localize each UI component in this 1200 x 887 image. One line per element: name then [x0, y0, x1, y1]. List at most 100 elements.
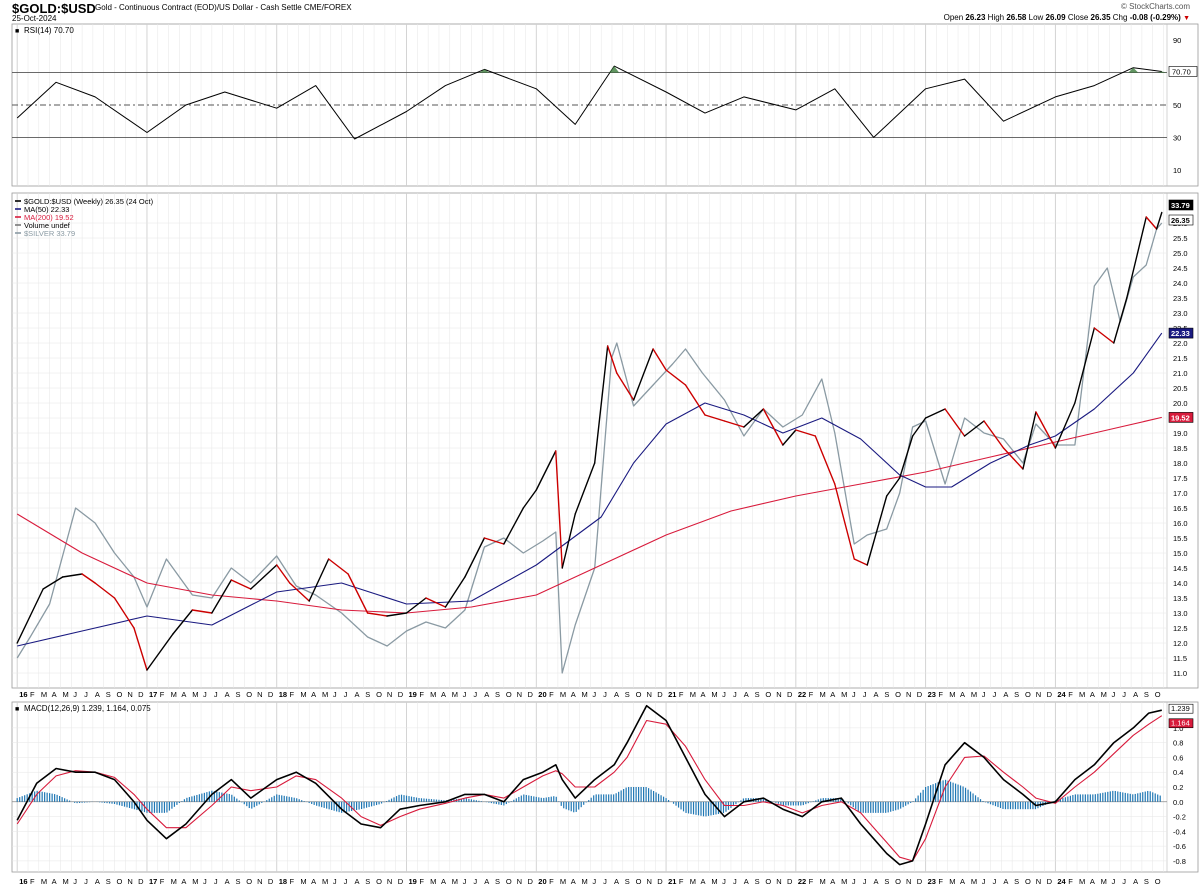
macd-histogram-bar	[518, 796, 520, 802]
macd-histogram-bar	[1014, 801, 1017, 810]
macd-x-tick-label: J	[733, 877, 737, 886]
gold-price-segment	[464, 537, 486, 578]
macd-histogram-bar	[435, 799, 438, 802]
macd-histogram-bar	[722, 801, 725, 814]
price-last-value-label: 26.35	[1171, 216, 1190, 225]
macd-histogram-bar	[530, 795, 532, 802]
macd-histogram-bar	[775, 801, 777, 803]
macd-histogram-bar	[620, 790, 622, 802]
price-x-tick-label: N	[387, 690, 392, 699]
price-x-tick-label: J	[463, 690, 467, 699]
macd-y-tick-label: -0.6	[1173, 842, 1186, 851]
macd-x-tick-label: A	[181, 877, 186, 886]
macd-histogram-bar	[777, 801, 779, 804]
price-x-tick-label: A	[571, 690, 576, 699]
price-x-tick-label: F	[419, 690, 424, 699]
macd-histogram-bar	[41, 791, 43, 802]
macd-histogram-bar	[470, 799, 473, 802]
macd-x-tick-label: M	[171, 877, 177, 886]
macd-x-tick-label: 21	[668, 877, 676, 886]
macd-histogram-bar	[608, 794, 610, 802]
price-x-tick-label: M	[452, 690, 458, 699]
macd-histogram-bar	[580, 801, 582, 808]
gold-price-segment	[885, 477, 901, 497]
symbol-title: $GOLD:$USD	[12, 1, 96, 16]
price-x-tick-label: D	[657, 690, 663, 699]
price-x-tick-label: A	[614, 690, 619, 699]
macd-x-tick-label: D	[657, 877, 663, 886]
macd-x-tick-label: J	[84, 877, 88, 886]
macd-histogram-bar	[590, 797, 592, 802]
macd-histogram-bar	[725, 801, 727, 812]
macd-x-tick-label: O	[117, 877, 123, 886]
price-x-tick-label: J	[344, 690, 348, 699]
gold-price-segment	[684, 384, 706, 416]
macd-x-tick-label: J	[1111, 877, 1115, 886]
ma50-line	[17, 332, 1163, 647]
macd-histogram-bar	[548, 797, 550, 802]
macd-histogram-bar	[820, 798, 822, 802]
macd-histogram-bar	[54, 794, 56, 802]
macd-histogram-bar	[625, 787, 627, 802]
macd-histogram-bar	[113, 801, 116, 804]
macd-histogram-bar	[1004, 801, 1007, 810]
price-y-tick-label: 17.5	[1173, 474, 1188, 483]
price-x-tick-label: N	[257, 690, 262, 699]
price-x-tick-label: M	[41, 690, 47, 699]
gold-price-segment	[983, 420, 1005, 449]
gold-price-segment	[606, 345, 618, 374]
chart-header: $GOLD:$USD Gold - Continuous Contract (E…	[12, 1, 1198, 23]
macd-x-tick-label: 20	[538, 877, 546, 886]
macd-histogram-bar	[742, 798, 745, 802]
macd-x-tick-label: J	[214, 877, 218, 886]
macd-histogram-bar	[757, 798, 760, 802]
macd-histogram-bar	[126, 801, 128, 808]
chg-value: -0.08 (-0.29%)	[1129, 13, 1181, 22]
price-x-tick-label: M	[300, 690, 306, 699]
macd-histogram-bar	[732, 801, 735, 807]
price-x-tick-label: A	[1133, 690, 1138, 699]
macd-histogram-bar	[78, 801, 81, 803]
price-y-tick-label: 24.0	[1173, 279, 1188, 288]
price-x-tick-label: 23	[928, 690, 936, 699]
macd-histogram-bar	[740, 800, 742, 802]
macd-x-tick-label: M	[41, 877, 47, 886]
macd-x-tick-label: D	[268, 877, 274, 886]
macd-histogram-bar	[613, 794, 615, 802]
macd-x-tick-label: O	[1155, 877, 1161, 886]
macd-histogram-bar	[188, 797, 190, 802]
macd-histogram-bar	[1072, 794, 1074, 802]
macd-x-tick-label: O	[506, 877, 512, 886]
gold-price-segment	[503, 507, 525, 545]
close-value: 26.35	[1090, 13, 1111, 22]
macd-histogram-bar	[415, 797, 418, 802]
macd-histogram-bar	[760, 798, 762, 802]
macd-x-tick-label: A	[354, 877, 359, 886]
macd-histogram-bar	[715, 801, 717, 815]
macd-histogram-bar	[231, 794, 233, 802]
macd-histogram-bar	[855, 801, 857, 810]
macd-histogram-bar	[443, 800, 445, 802]
price-legend-label: MA(200) 19.52	[24, 213, 74, 222]
macd-x-tick-label: F	[938, 877, 943, 886]
gold-price-segment	[230, 579, 252, 590]
macd-histogram-bar	[603, 794, 605, 802]
price-x-tick-label: M	[430, 690, 436, 699]
price-x-tick-label: D	[917, 690, 923, 699]
macd-histogram-bar	[605, 794, 607, 802]
macd-y-tick-label: 0.2	[1173, 783, 1183, 792]
macd-x-tick-label: S	[106, 877, 111, 886]
macd-histogram-bar	[378, 801, 380, 805]
macd-x-tick-label: M	[430, 877, 436, 886]
macd-histogram-bar	[959, 785, 962, 802]
price-x-tick-label: F	[809, 690, 814, 699]
price-x-tick-label: D	[1047, 690, 1053, 699]
macd-histogram-bar	[76, 801, 78, 804]
macd-histogram-bar	[508, 801, 510, 803]
macd-histogram-bar	[463, 798, 465, 802]
macd-histogram-bar	[211, 790, 213, 802]
macd-histogram-bar	[645, 787, 647, 802]
macd-histogram-bar	[535, 796, 537, 802]
price-x-tick-label: A	[1090, 690, 1095, 699]
